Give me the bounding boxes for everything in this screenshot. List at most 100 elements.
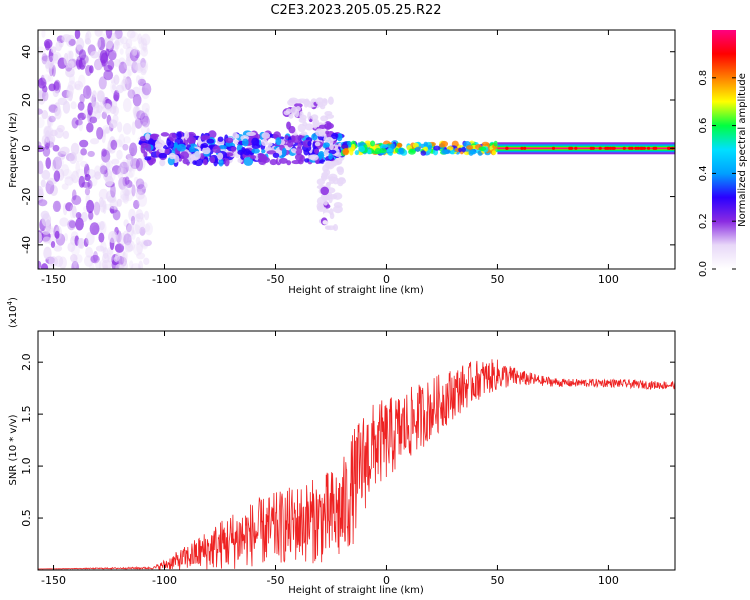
spectral-blob (62, 130, 70, 140)
spectral-blob (133, 49, 141, 59)
spectral-blob (611, 146, 615, 150)
spectral-blob (129, 31, 139, 42)
spectral-blob (140, 217, 145, 230)
spectral-blob (113, 89, 120, 102)
spectral-blob (331, 161, 337, 167)
spectral-blob (40, 263, 49, 269)
spectral-blob (69, 204, 75, 219)
y-tick-label: 0 (20, 145, 33, 152)
spectral-blob (98, 196, 104, 208)
spectral-blob (79, 93, 85, 104)
spectral-blob (118, 57, 126, 65)
x-tick-label: 100 (598, 273, 619, 286)
spectral-blob (123, 136, 131, 144)
spectral-blob (122, 76, 127, 85)
spectral-blob (79, 139, 89, 148)
spectral-blob (134, 117, 143, 129)
spectral-blob (148, 158, 154, 166)
spectral-blob (140, 57, 146, 68)
spectral-blob (93, 258, 98, 265)
spectral-blob (98, 221, 105, 231)
spectral-blob (300, 131, 308, 136)
spectral-blob (83, 255, 94, 267)
spectral-blob (167, 141, 175, 149)
spectral-blob (48, 256, 59, 267)
spectral-blob (41, 53, 48, 65)
spectral-blob (135, 75, 141, 84)
spectral-blob (131, 263, 141, 269)
spectral-blob (324, 225, 331, 230)
spectral-blob (160, 132, 170, 137)
snr-scale-label: (x104) (6, 297, 19, 328)
spectral-blob (44, 225, 55, 234)
spectral-blob (354, 150, 360, 156)
spectral-blob (478, 146, 487, 151)
snr-y-axis: 0.5 1.0 1.5 2.0 (20, 353, 675, 527)
spectral-blob (85, 64, 92, 77)
spectral-blob (232, 131, 238, 139)
spectral-blob (139, 62, 147, 71)
spectral-blob (261, 138, 268, 147)
spectral-blob (295, 146, 303, 156)
spectrogram-image (38, 30, 675, 269)
spectral-blob (129, 260, 134, 269)
spectral-blob (131, 184, 136, 197)
spectral-blob (145, 143, 152, 152)
spectral-blob (176, 143, 187, 152)
spectral-blob (38, 78, 46, 86)
spectral-blob (98, 76, 107, 90)
spectral-blob (127, 235, 132, 249)
spectral-blob (101, 149, 111, 163)
y-tick-label: 2.0 (20, 353, 33, 371)
spectral-blob (107, 230, 118, 244)
spectral-blob (125, 180, 133, 189)
spectral-blob (158, 148, 166, 154)
spectral-blob (135, 157, 146, 171)
spectral-blob (58, 159, 65, 167)
spectral-blob (59, 217, 69, 227)
spectral-blob (136, 252, 146, 260)
spectral-blob (327, 96, 334, 105)
spectral-blob (316, 204, 327, 212)
spectral-blob (48, 115, 56, 123)
spectral-blob (38, 108, 43, 115)
spectral-blob (70, 101, 77, 110)
spectral-blob (102, 252, 110, 264)
spectral-blob (295, 99, 303, 104)
spectral-blob (116, 198, 122, 207)
spectral-blob (67, 219, 76, 231)
spectral-blob (80, 211, 88, 223)
spectral-blob (136, 110, 146, 121)
tone-band (497, 147, 675, 149)
spectral-blob (95, 245, 105, 252)
spectral-blob (126, 30, 136, 39)
spectral-blob (241, 146, 246, 153)
spectral-blob (84, 174, 91, 182)
spectral-blob (143, 257, 150, 266)
spectral-blob (53, 245, 63, 252)
spectral-blob (101, 148, 107, 157)
spectral-blob (40, 179, 46, 188)
x-tick-label: 50 (490, 574, 504, 587)
spectrogram-x-axis: -150 -100 -50 0 50 100 (41, 30, 619, 286)
spectral-blob (89, 256, 96, 263)
spectral-blob (281, 147, 287, 156)
spectral-blob (41, 213, 52, 227)
spectral-blob (131, 46, 138, 57)
x-tick-label: -100 (152, 273, 177, 286)
spectral-blob (374, 147, 382, 155)
spectral-blob (131, 165, 137, 172)
spectral-blob (122, 68, 131, 80)
spectral-blob (71, 205, 77, 219)
spectral-blob (42, 85, 48, 93)
spectral-blob (182, 158, 189, 165)
spectral-blob (69, 73, 75, 85)
spectral-blob (118, 133, 125, 148)
spectral-blob (131, 121, 136, 136)
spectral-blob (291, 134, 296, 143)
spectral-blob (246, 131, 256, 137)
spectral-blob (133, 176, 139, 184)
spectral-blob (112, 41, 119, 54)
spectral-blob (63, 52, 69, 66)
spectral-blob (75, 217, 84, 231)
